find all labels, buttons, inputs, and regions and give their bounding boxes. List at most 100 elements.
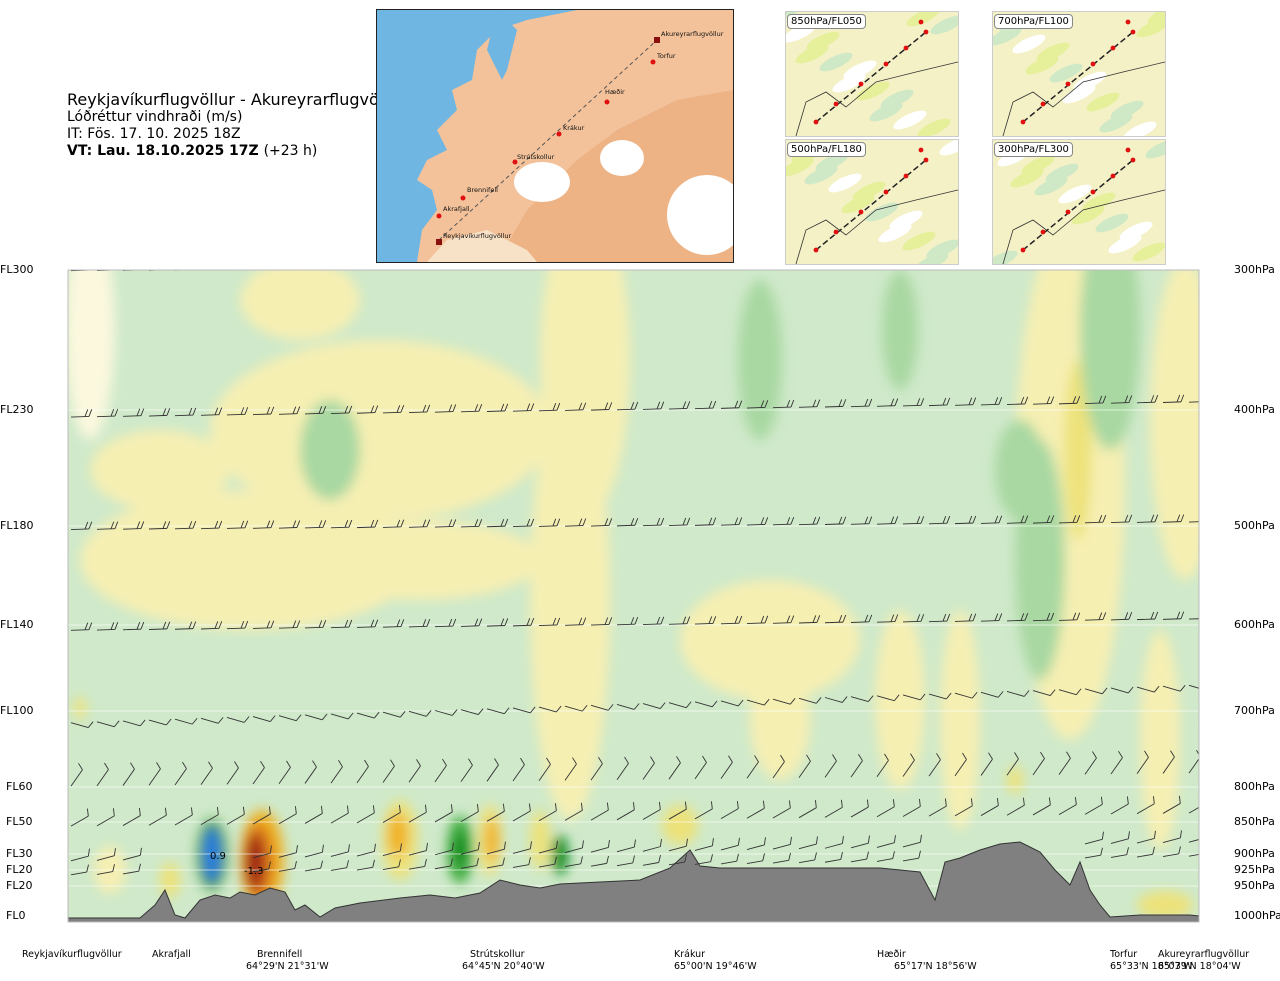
field-contour bbox=[210, 340, 550, 520]
field-contour bbox=[74, 696, 86, 720]
wind-barb bbox=[252, 406, 275, 416]
wind-barb bbox=[148, 807, 167, 826]
wind-barb bbox=[590, 839, 610, 853]
wind-barb bbox=[1058, 395, 1081, 405]
wind-barb bbox=[174, 807, 193, 826]
map-place-label: Strútskollur bbox=[517, 153, 555, 161]
wind-barb bbox=[408, 804, 427, 823]
wind-barb bbox=[850, 851, 869, 863]
wind-barb bbox=[200, 520, 223, 530]
land-lowland bbox=[427, 230, 537, 262]
glacier-vatnajokull bbox=[667, 175, 733, 255]
wind-barb bbox=[1188, 802, 1199, 814]
field-contour bbox=[1150, 270, 1199, 580]
wind-barb bbox=[45, 263, 66, 271]
wind-barb bbox=[434, 842, 454, 856]
lead-time: (+23 h) bbox=[263, 143, 318, 159]
wind-barb bbox=[538, 705, 562, 713]
wind-barb bbox=[1032, 751, 1045, 776]
wind-barb bbox=[850, 753, 863, 778]
wind-barb bbox=[486, 758, 499, 782]
wind-barb bbox=[876, 851, 895, 862]
wind-barb bbox=[616, 401, 639, 411]
wind-barb bbox=[96, 848, 116, 861]
wind-barb bbox=[954, 397, 977, 406]
wind-barb bbox=[330, 405, 353, 415]
pressure-level-label: 300hPa bbox=[1234, 263, 1275, 276]
wind-barb bbox=[1058, 797, 1077, 816]
field-contour bbox=[246, 834, 264, 890]
wind-barb bbox=[1006, 690, 1030, 697]
wind-barb bbox=[122, 762, 135, 786]
wind-barb bbox=[356, 711, 380, 719]
wind-barb bbox=[200, 621, 223, 630]
wind-barb bbox=[903, 259, 924, 267]
pressure-level-label: 800hPa bbox=[1234, 780, 1275, 793]
variable-subtitle: Lóðréttur vindhraði (m/s) bbox=[67, 109, 243, 125]
wind-barb bbox=[564, 856, 583, 868]
wind-barb bbox=[409, 261, 430, 269]
wind-barb bbox=[954, 752, 967, 777]
x-location-name: Akrafjall bbox=[152, 949, 191, 960]
wind-barb bbox=[252, 845, 272, 859]
wind-barb bbox=[39, 764, 58, 787]
x-location-name: Torfur bbox=[1110, 949, 1138, 960]
wind-barb bbox=[461, 261, 482, 269]
wind-barb bbox=[720, 615, 743, 625]
wind-barb bbox=[850, 799, 869, 818]
wind-barb bbox=[1162, 750, 1175, 774]
wind-barb bbox=[148, 408, 171, 417]
field-contour bbox=[160, 862, 180, 898]
pressure-level-label: 900hPa bbox=[1234, 847, 1275, 860]
wind-barb bbox=[694, 801, 713, 820]
flight-level-label: FL20 bbox=[6, 863, 33, 876]
wind-barb bbox=[382, 519, 405, 528]
wind-barb bbox=[824, 614, 847, 624]
wind-barb bbox=[304, 406, 327, 415]
wind-barb bbox=[278, 845, 298, 858]
wind-barb bbox=[642, 801, 661, 820]
wind-barb bbox=[772, 852, 791, 864]
wind-barb bbox=[331, 262, 352, 270]
wind-barb bbox=[798, 852, 817, 864]
wind-barb bbox=[824, 754, 837, 778]
wind-barb bbox=[1084, 847, 1103, 859]
wind-barb bbox=[43, 849, 65, 861]
wind-barb bbox=[44, 865, 64, 875]
wind-barb bbox=[252, 520, 275, 529]
wind-barb bbox=[617, 260, 638, 268]
wind-barb bbox=[1084, 612, 1107, 621]
wind-barb bbox=[616, 616, 639, 626]
wind-barb bbox=[382, 859, 401, 871]
wind-barb bbox=[616, 703, 640, 710]
map-waypoint bbox=[512, 159, 518, 165]
wind-barb bbox=[642, 756, 655, 780]
wind-barb bbox=[902, 516, 925, 525]
wind-barb bbox=[720, 800, 739, 819]
wind-barb bbox=[486, 518, 509, 528]
wind-barb bbox=[591, 260, 612, 268]
wind-barb bbox=[668, 801, 687, 820]
wind-barb bbox=[928, 613, 951, 623]
wind-barb bbox=[1188, 684, 1199, 691]
wind-barb bbox=[694, 700, 718, 708]
wind-barb bbox=[798, 800, 817, 819]
wind-barb bbox=[382, 619, 405, 628]
wind-barb bbox=[824, 851, 843, 863]
x-location-label: Akureyrarflugvöllur 65°39'N 18°04'W bbox=[1158, 949, 1249, 973]
wind-barb bbox=[200, 407, 223, 416]
wind-barb bbox=[226, 270, 246, 271]
wind-barb bbox=[304, 805, 323, 824]
wind-barb bbox=[954, 613, 977, 622]
field-contour bbox=[1064, 360, 1092, 540]
wind-barb bbox=[590, 757, 603, 781]
wind-barb bbox=[1032, 396, 1055, 405]
wind-barb bbox=[1084, 687, 1108, 695]
wind-barb bbox=[643, 260, 664, 268]
wind-barb bbox=[408, 519, 431, 528]
wind-barb bbox=[70, 521, 93, 530]
wind-barb bbox=[798, 754, 811, 778]
wind-barb bbox=[460, 519, 483, 528]
wind-barb bbox=[642, 854, 661, 866]
annotation-max-down: 0.9 bbox=[210, 851, 226, 862]
